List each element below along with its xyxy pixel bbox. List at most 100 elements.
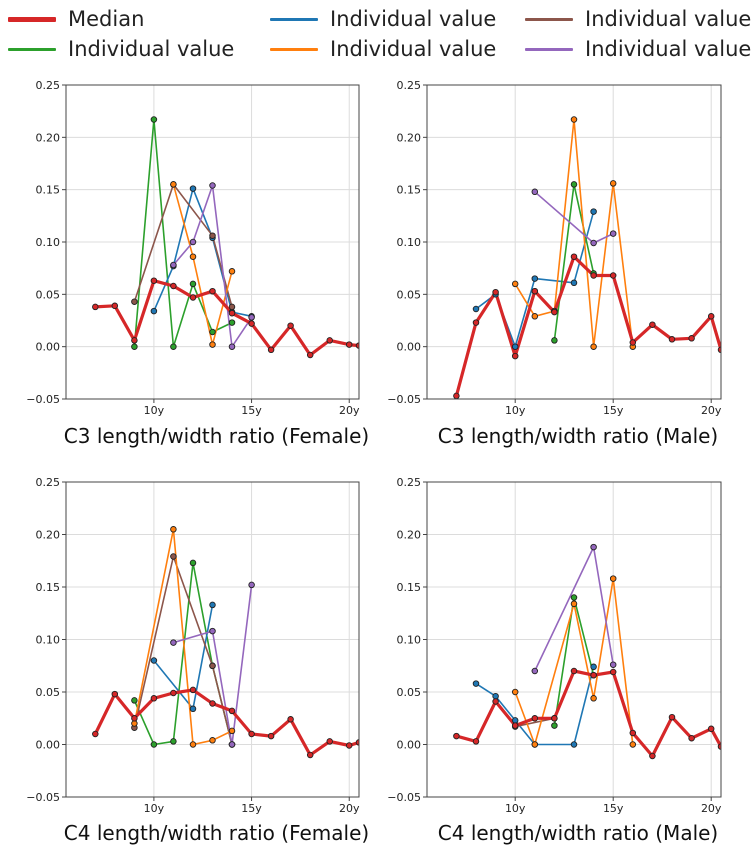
legend-swatch-brown (525, 17, 573, 21)
individual-point (209, 737, 216, 744)
series-group (92, 526, 359, 759)
individual-point (150, 657, 158, 664)
legend-swatch-blue (270, 17, 318, 21)
median-line (454, 255, 721, 397)
individual-point (209, 328, 216, 336)
median-point (590, 272, 597, 279)
median-point (707, 725, 715, 733)
y-tick-label: 0.00 (36, 739, 61, 752)
individual-point (531, 313, 539, 320)
y-tick-label: −0.05 (387, 791, 421, 804)
median-point (707, 313, 715, 320)
median-point (453, 392, 460, 399)
y-tick-label: 0.25 (36, 476, 61, 489)
x-tick-label: 10y (144, 404, 165, 417)
individual-line (553, 183, 595, 341)
individual-point (228, 319, 236, 326)
y-tick-label: −0.05 (26, 393, 60, 406)
individual-point (209, 341, 216, 348)
y-tick-label: 0.15 (397, 581, 422, 594)
median-point (326, 738, 333, 745)
individual-point (472, 680, 480, 687)
median-point (111, 302, 119, 310)
individual-point (551, 722, 558, 729)
median-point (267, 732, 275, 740)
panel-title: C4 length/width ratio (Male) (438, 821, 718, 845)
legend-label: Individual value (330, 37, 497, 61)
individual-point (609, 180, 617, 187)
x-tick-label: 10y (505, 802, 526, 815)
individual-point (228, 303, 236, 311)
individual-point (189, 705, 197, 713)
series-group (453, 116, 721, 399)
median-point (472, 738, 480, 745)
individual-point (170, 181, 177, 188)
y-tick-label: 0.10 (36, 634, 61, 647)
y-tick-label: −0.05 (387, 393, 421, 406)
x-tick-label: 20y (701, 404, 722, 417)
median-point (590, 671, 597, 679)
individual-point (590, 543, 597, 551)
median-point (189, 294, 197, 301)
median-point (629, 339, 637, 346)
legend-label: Individual value (330, 7, 497, 31)
y-tick-label: 0.05 (397, 686, 422, 699)
x-tick-label: 15y (603, 404, 624, 417)
individual-point (609, 575, 617, 582)
median-point (649, 752, 656, 760)
legend-item-individual-blue: Individual value (270, 4, 496, 34)
median-point (131, 715, 138, 722)
median-point (688, 335, 695, 342)
individual-point (209, 627, 216, 635)
legend-item-individual-orange: Individual value (270, 34, 496, 64)
y-tick-label: 0.00 (397, 739, 422, 752)
individual-line (514, 577, 634, 746)
individual-point (492, 692, 499, 700)
y-tick-label: 0.20 (397, 529, 422, 542)
median-point (609, 668, 617, 676)
median-point (345, 341, 353, 348)
legend-swatch-median (8, 16, 56, 22)
y-tick-label: 0.20 (36, 131, 61, 144)
individual-point (570, 741, 578, 748)
individual-point (531, 188, 539, 196)
y-tick-label: 0.10 (397, 236, 422, 249)
median-point (150, 277, 158, 284)
median-point (472, 319, 480, 326)
series-group (453, 543, 721, 760)
median-point (209, 700, 216, 707)
individual-point (170, 639, 177, 646)
median-point (345, 742, 353, 749)
individual-point (209, 182, 216, 189)
individual-line (133, 555, 233, 745)
individual-point (228, 343, 236, 350)
individual-point (551, 337, 558, 344)
individual-line (534, 191, 614, 244)
individual-point (131, 697, 138, 704)
x-tick-label: 10y (144, 802, 165, 815)
legend-item-median: Median (8, 4, 144, 34)
individual-point (228, 741, 236, 748)
panel-title: C3 length/width ratio (Male) (438, 424, 718, 448)
median-point (492, 698, 499, 705)
individual-point (570, 116, 578, 123)
median-point (287, 716, 294, 723)
median-point (717, 743, 721, 750)
median-point (170, 689, 177, 697)
individual-point (189, 280, 197, 288)
individual-point (590, 343, 597, 350)
median-point (248, 320, 255, 327)
chart-panel-3: −0.05 0.00 0.05 0.10 0.15 0.20 0.25 10y 15y 20y C4… (26, 476, 369, 845)
y-tick-label: 0.05 (36, 686, 61, 699)
legend-label: Median (68, 7, 145, 31)
individual-point (170, 553, 177, 560)
y-tick-label: 0.20 (36, 529, 61, 542)
median-point (511, 352, 519, 360)
individual-point (189, 253, 197, 260)
individual-point (472, 305, 480, 313)
y-tick-label: 0.15 (36, 184, 61, 197)
median-point (570, 667, 578, 675)
median-point (551, 308, 558, 316)
median-point (306, 351, 314, 359)
